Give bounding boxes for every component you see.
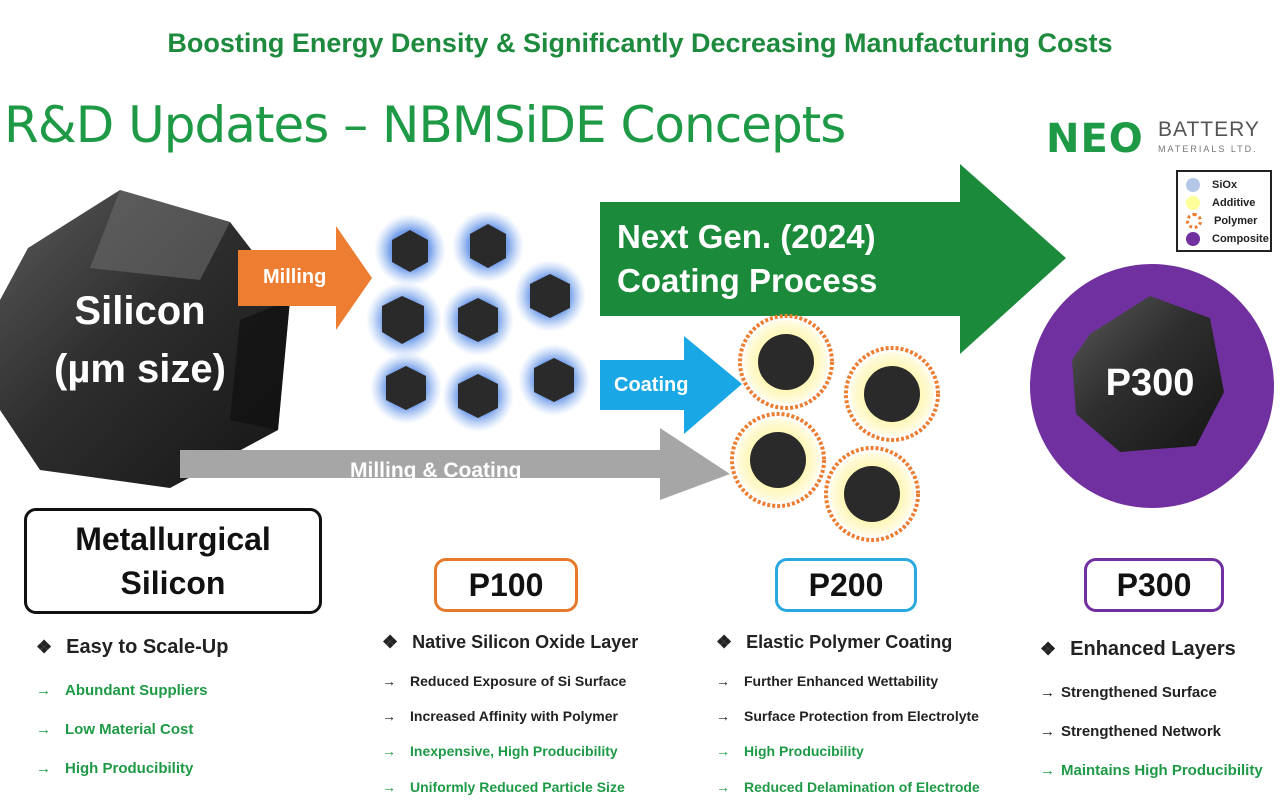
legend-item-polymer: Polymer [1186,212,1257,230]
milling-label: Milling [263,266,327,288]
list-item: → High Producibility [36,760,193,777]
arrow-bullet-icon: → [382,743,396,759]
heading-text: Elastic Polymer Coating [746,632,953,652]
p200-heading: ❖ Elastic Polymer Coating [716,632,952,653]
arrow-bullet-icon: → [1040,684,1055,701]
item-text: Reduced Delamination of Electrode [744,779,980,795]
page-title: R&D Updates – NBMSiDE Concepts [4,96,846,154]
arrow-bullet-icon: → [36,682,51,699]
logo-line1: BATTERY [1158,118,1260,141]
arrow-bullet-icon: → [36,760,51,777]
p100-heading: ❖ Native Silicon Oxide Layer [382,632,638,653]
legend-label: Composite [1212,233,1269,245]
logo-brand: NEO [1046,116,1144,162]
item-text: Inexpensive, High Producibility [410,743,618,759]
legend-label: Polymer [1214,215,1258,227]
list-item: → Surface Protection from Electrolyte [716,708,979,724]
list-item: → Low Material Cost [36,721,193,738]
arrow-bullet-icon: → [716,743,730,759]
next-gen-line1: Next Gen. (2024) [617,218,876,255]
diamond-bullet-icon: ❖ [36,637,53,657]
metallurgical-silicon-box: Metallurgical Silicon [24,508,322,614]
silicon-rock-icon [0,190,290,488]
polymer-swatch-icon [1186,213,1202,229]
p100-box: P100 [434,558,578,612]
metallurgical-title-line2: Silicon [120,565,226,601]
heading-text: Enhanced Layers [1070,638,1236,660]
list-item: → Abundant Suppliers [36,682,208,699]
coating-label: Coating [614,374,689,396]
list-item: → Maintains High Producibility [1040,762,1263,779]
legend-label: Additive [1212,197,1256,209]
legend: SiOx Additive Polymer Composite [1176,170,1272,252]
heading-text: Native Silicon Oxide Layer [412,632,639,652]
logo-line2: MATERIALS LTD. [1158,144,1258,154]
milled-particles [366,210,590,432]
arrow-bullet-icon: → [382,708,396,724]
milling-coating-label: Milling & Coating [350,459,522,482]
list-item: → Strengthened Network [1040,723,1221,740]
legend-label: SiOx [1212,179,1238,191]
next-gen-line2: Coating Process [617,262,878,299]
item-text: Strengthened Network [1061,723,1222,740]
company-logo: NEO BATTERY MATERIALS LTD. [1046,116,1266,162]
item-text: Reduced Exposure of Si Surface [410,673,627,689]
item-text: Uniformly Reduced Particle Size [410,779,625,795]
composite-swatch-icon [1186,232,1200,246]
list-item: → Inexpensive, High Producibility [382,743,618,759]
legend-item-additive: Additive [1186,194,1255,212]
arrow-bullet-icon: → [36,721,51,738]
list-item: → Reduced Delamination of Electrode [716,779,980,795]
metallurgical-heading: ❖ Easy to Scale-Up [36,636,228,659]
metallurgical-title-line1: Metallurgical [75,521,271,557]
list-item: → Increased Affinity with Polymer [382,708,618,724]
silicon-label-line1: Silicon [74,289,206,333]
item-text: Increased Affinity with Polymer [410,708,618,724]
coating-arrow [600,336,742,434]
next-gen-arrow [600,164,1066,354]
arrow-bullet-icon: → [1040,762,1055,779]
list-item: → Uniformly Reduced Particle Size [382,779,625,795]
item-text: Further Enhanced Wettability [744,673,939,689]
additive-swatch-icon [1186,196,1200,210]
milling-coating-arrow [180,428,730,500]
item-text: Maintains High Producibility [1061,762,1263,779]
milling-arrow [238,226,372,330]
silicon-label-line2: (µm size) [54,347,226,391]
legend-item-siox: SiOx [1186,176,1237,194]
diamond-bullet-icon: ❖ [716,632,733,652]
siox-swatch-icon [1186,178,1200,192]
arrow-bullet-icon: → [716,673,730,689]
item-text: Abundant Suppliers [65,682,208,699]
list-item: → Strengthened Surface [1040,684,1217,701]
diamond-bullet-icon: ❖ [1040,639,1057,659]
arrow-bullet-icon: → [716,779,730,795]
legend-item-composite: Composite [1186,230,1269,248]
p200-box: P200 [775,558,917,612]
next-gen-label: Next Gen. (2024) Coating Process [617,215,877,303]
p300-heading: ❖ Enhanced Layers [1040,638,1236,661]
diamond-bullet-icon: ❖ [382,632,399,652]
item-text: Surface Protection from Electrolyte [744,708,979,724]
list-item: → Reduced Exposure of Si Surface [382,673,626,689]
arrow-bullet-icon: → [1040,723,1055,740]
item-text: High Producibility [65,760,194,777]
coated-particles [730,314,940,542]
p300-composite-icon [1030,264,1274,508]
item-text: High Producibility [744,743,864,759]
arrow-bullet-icon: → [382,673,396,689]
headline: Boosting Energy Density & Significantly … [167,28,1113,58]
arrow-bullet-icon: → [382,779,396,795]
item-text: Strengthened Surface [1061,684,1217,701]
list-item: → High Producibility [716,743,864,759]
silicon-label: Silicon (µm size) [20,282,260,398]
list-item: → Further Enhanced Wettability [716,673,938,689]
p300-box: P300 [1084,558,1224,612]
p300-circle-label: P300 [1105,362,1195,404]
arrow-bullet-icon: → [716,708,730,724]
heading-text: Easy to Scale-Up [66,636,229,658]
item-text: Low Material Cost [65,721,194,738]
